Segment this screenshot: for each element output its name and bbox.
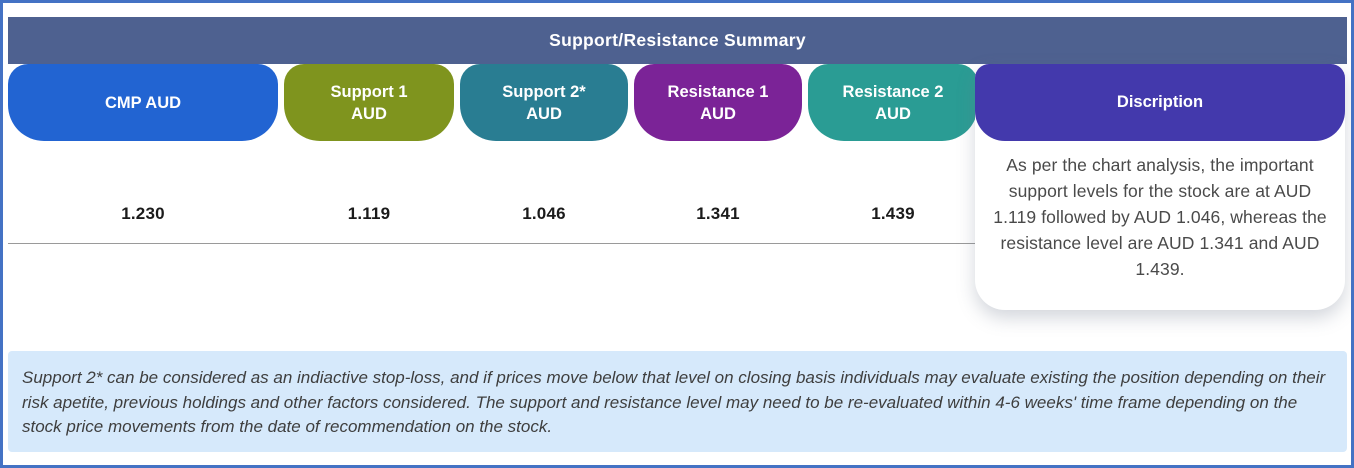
column-header-support2-label: Support 2* [502, 82, 586, 101]
column-header-support2: Support 2* AUD [460, 64, 628, 141]
column-header-support2-sublabel: AUD [526, 104, 562, 123]
value-support1: 1.119 [347, 204, 391, 223]
description-header: Discription [975, 64, 1345, 141]
column-headers-row: CMP AUD Support 1 AUD Support 2* AUD Resis… [8, 64, 978, 141]
column-header-support1-label: Support 1 [330, 82, 408, 101]
values-row: 1.230 1.119 1.046 1.341 1.439 [8, 193, 978, 235]
value-resistance2: 1.439 [871, 204, 915, 223]
description-text: As per the chart analysis, the important… [993, 155, 1327, 279]
column-header-resistance2-sublabel: AUD [875, 104, 911, 123]
column-header-resistance1: Resistance 1 AUD [634, 64, 802, 141]
summary-title: Support/Resistance Summary [549, 30, 806, 50]
value-cmp: 1.230 [121, 204, 165, 223]
column-header-resistance2-label: Resistance 2 [842, 82, 944, 101]
column-header-support1: Support 1 AUD [284, 64, 454, 141]
column-header-resistance1-sublabel: AUD [700, 104, 736, 123]
summary-title-bar: Support/Resistance Summary [8, 17, 1347, 64]
column-header-resistance2: Resistance 2 AUD [808, 64, 978, 141]
footnote-text: Support 2* can be considered as an india… [22, 368, 1326, 436]
column-header-resistance1-label: Resistance 1 [667, 82, 769, 101]
value-support2: 1.046 [522, 204, 566, 223]
column-header-support1-sublabel: AUD [351, 104, 387, 123]
column-header-cmp-label: CMP AUD [104, 93, 182, 112]
description-card: Discription As per the chart analysis, t… [975, 64, 1345, 310]
values-row-divider [8, 243, 975, 244]
value-resistance1: 1.341 [696, 204, 740, 223]
column-header-cmp: CMP AUD [8, 64, 278, 141]
description-header-label: Discription [1116, 93, 1204, 111]
footnote-box: Support 2* can be considered as an india… [8, 351, 1347, 452]
